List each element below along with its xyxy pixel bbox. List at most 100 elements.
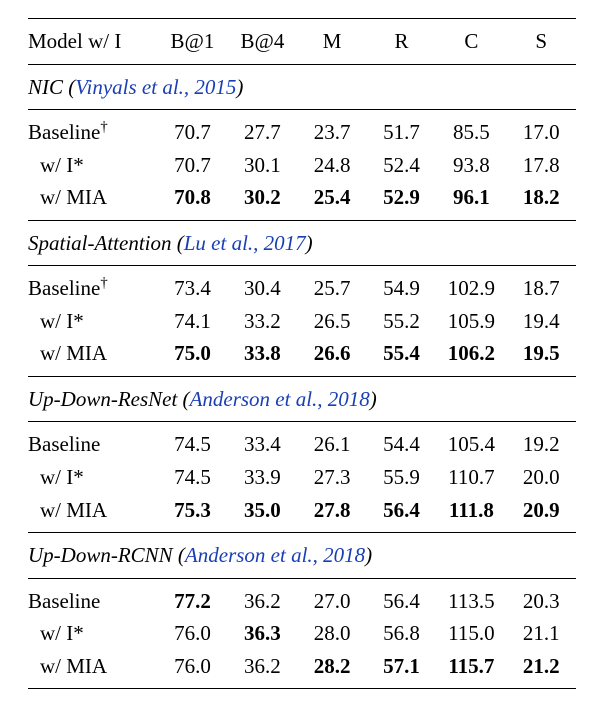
cell: 20.9	[506, 494, 576, 533]
cell: 27.3	[297, 461, 366, 494]
section-suffix: )	[370, 387, 377, 411]
cell: 30.2	[227, 181, 297, 220]
cell: 35.0	[227, 494, 297, 533]
cell: 52.9	[367, 181, 436, 220]
row-label: Baseline†	[28, 266, 157, 305]
header-col-0: B@1	[157, 19, 227, 65]
cell: 102.9	[436, 266, 506, 305]
cell: 19.4	[506, 305, 576, 338]
cell: 21.1	[506, 617, 576, 650]
cell: 33.8	[227, 337, 297, 376]
cell: 74.5	[157, 422, 227, 461]
header-col-1: B@4	[227, 19, 297, 65]
table-row: Baseline†70.727.723.751.785.517.0	[28, 110, 576, 149]
citation-link[interactable]: Anderson et al., 2018	[190, 387, 370, 411]
cell: 33.9	[227, 461, 297, 494]
table-row: Baseline74.533.426.154.4105.419.2	[28, 422, 576, 461]
table-body: Model w/ IB@1B@4MRCSNIC (Vinyals et al.,…	[28, 19, 576, 689]
cell: 27.7	[227, 110, 297, 149]
cell: 55.2	[367, 305, 436, 338]
cell: 17.8	[506, 149, 576, 182]
cell: 20.3	[506, 578, 576, 617]
cell: 23.7	[297, 110, 366, 149]
cell: 111.8	[436, 494, 506, 533]
cell: 26.5	[297, 305, 366, 338]
cell: 56.4	[367, 578, 436, 617]
citation-link[interactable]: Anderson et al., 2018	[185, 543, 365, 567]
cell: 19.2	[506, 422, 576, 461]
section-row: NIC (Vinyals et al., 2015)	[28, 64, 576, 110]
row-label: Baseline†	[28, 110, 157, 149]
results-table: Model w/ IB@1B@4MRCSNIC (Vinyals et al.,…	[28, 18, 576, 689]
row-label: w/ MIA	[28, 181, 157, 220]
section-prefix: Spatial-Attention (	[28, 231, 184, 255]
row-label: w/ I*	[28, 617, 157, 650]
citation-link[interactable]: Vinyals et al., 2015	[75, 75, 236, 99]
table-row: w/ MIA70.830.225.452.996.118.2	[28, 181, 576, 220]
row-label: w/ I*	[28, 149, 157, 182]
cell: 36.3	[227, 617, 297, 650]
table-row: w/ MIA75.335.027.856.4111.820.9	[28, 494, 576, 533]
cell: 55.4	[367, 337, 436, 376]
header-col-2: M	[297, 19, 366, 65]
cell: 30.4	[227, 266, 297, 305]
citation-link[interactable]: Lu et al., 2017	[184, 231, 306, 255]
section-title: NIC (Vinyals et al., 2015)	[28, 64, 576, 110]
cell: 77.2	[157, 578, 227, 617]
cell: 56.4	[367, 494, 436, 533]
cell: 51.7	[367, 110, 436, 149]
cell: 105.9	[436, 305, 506, 338]
cell: 70.7	[157, 149, 227, 182]
section-row: Up-Down-ResNet (Anderson et al., 2018)	[28, 376, 576, 422]
table-row: w/ I*74.133.226.555.2105.919.4	[28, 305, 576, 338]
cell: 105.4	[436, 422, 506, 461]
table-container: Model w/ IB@1B@4MRCSNIC (Vinyals et al.,…	[0, 0, 604, 717]
cell: 30.1	[227, 149, 297, 182]
header-col-4: C	[436, 19, 506, 65]
cell: 27.8	[297, 494, 366, 533]
cell: 73.4	[157, 266, 227, 305]
section-suffix: )	[236, 75, 243, 99]
cell: 18.2	[506, 181, 576, 220]
row-label: w/ MIA	[28, 337, 157, 376]
row-label: w/ I*	[28, 305, 157, 338]
section-prefix: Up-Down-ResNet (	[28, 387, 190, 411]
section-title: Spatial-Attention (Lu et al., 2017)	[28, 220, 576, 266]
cell: 93.8	[436, 149, 506, 182]
cell: 20.0	[506, 461, 576, 494]
section-prefix: Up-Down-RCNN (	[28, 543, 185, 567]
cell: 106.2	[436, 337, 506, 376]
table-row: w/ MIA75.033.826.655.4106.219.5	[28, 337, 576, 376]
cell: 33.2	[227, 305, 297, 338]
header-col0: Model w/ I	[28, 19, 157, 65]
cell: 110.7	[436, 461, 506, 494]
cell: 36.2	[227, 578, 297, 617]
cell: 28.0	[297, 617, 366, 650]
cell: 18.7	[506, 266, 576, 305]
cell: 26.1	[297, 422, 366, 461]
cell: 74.5	[157, 461, 227, 494]
cell: 113.5	[436, 578, 506, 617]
cell: 75.0	[157, 337, 227, 376]
section-suffix: )	[306, 231, 313, 255]
section-row: Up-Down-RCNN (Anderson et al., 2018)	[28, 533, 576, 579]
cell: 115.0	[436, 617, 506, 650]
row-label: w/ I*	[28, 461, 157, 494]
cell: 54.4	[367, 422, 436, 461]
cell: 27.0	[297, 578, 366, 617]
section-prefix: NIC (	[28, 75, 75, 99]
header-row: Model w/ IB@1B@4MRCS	[28, 19, 576, 65]
section-title: Up-Down-ResNet (Anderson et al., 2018)	[28, 376, 576, 422]
cell: 17.0	[506, 110, 576, 149]
section-suffix: )	[365, 543, 372, 567]
row-label: Baseline	[28, 578, 157, 617]
cell: 70.8	[157, 181, 227, 220]
cell: 25.7	[297, 266, 366, 305]
cell: 70.7	[157, 110, 227, 149]
cell: 74.1	[157, 305, 227, 338]
cell: 56.8	[367, 617, 436, 650]
cell: 25.4	[297, 181, 366, 220]
table-row: Baseline†73.430.425.754.9102.918.7	[28, 266, 576, 305]
cell: 52.4	[367, 149, 436, 182]
cell: 19.5	[506, 337, 576, 376]
